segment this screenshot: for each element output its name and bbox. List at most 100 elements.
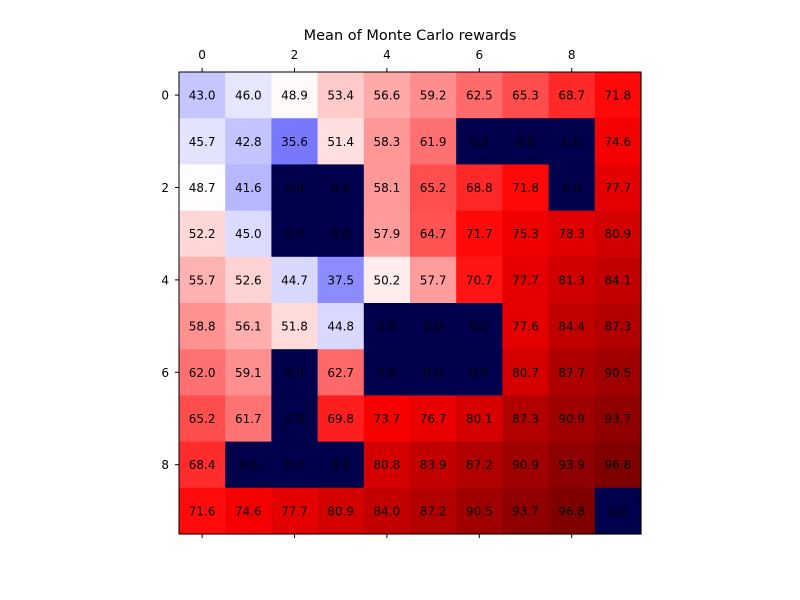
heatmap-cell <box>502 441 550 489</box>
cell-value-label: 0.0 <box>331 227 350 241</box>
heatmap-cell <box>317 210 365 258</box>
cell-value-label: 78.3 <box>558 227 585 241</box>
cell-value-label: 96.8 <box>558 504 585 518</box>
cell-value-label: 80.8 <box>374 458 401 472</box>
heatmap-cell <box>271 164 319 212</box>
heatmap-cell <box>456 303 503 350</box>
heatmap-cell <box>363 256 411 304</box>
heatmap-cell <box>594 303 642 350</box>
heatmap-cell <box>179 395 226 443</box>
cell-value-label: 68.8 <box>466 181 493 195</box>
cell-value-label: 44.7 <box>281 273 308 287</box>
heatmap-cell <box>456 487 503 535</box>
heatmap-cell <box>410 487 457 535</box>
cell-value-label: 0.0 <box>377 366 396 380</box>
cell-value-label: 84.1 <box>605 273 632 287</box>
cell-value-label: 90.5 <box>605 366 632 380</box>
heatmap-cell <box>594 349 642 396</box>
cell-value-label: 93.7 <box>512 504 539 518</box>
cell-value-label: 87.3 <box>605 320 632 334</box>
cell-value-label: 0.0 <box>470 135 489 149</box>
cell-value-label: 55.7 <box>189 273 216 287</box>
cell-value-label: 75.3 <box>512 227 539 241</box>
heatmap-cell <box>179 164 226 212</box>
heatmap-cell <box>225 395 272 443</box>
heatmap-cell <box>456 395 503 443</box>
cell-value-label: 90.5 <box>466 504 493 518</box>
cell-value-label: 83.9 <box>420 458 447 472</box>
heatmap-cell <box>271 303 319 350</box>
heatmap-cell <box>594 210 642 258</box>
heatmap-cell <box>317 164 365 212</box>
heatmap-cell <box>548 164 596 212</box>
cell-value-label: 52.6 <box>235 273 262 287</box>
heatmap-cell <box>179 303 226 350</box>
heatmap-cell <box>271 118 319 165</box>
heatmap-cell <box>410 303 457 350</box>
heatmap-cell <box>225 72 272 119</box>
cell-value-label: 77.7 <box>512 273 539 287</box>
cell-value-label: 45.7 <box>189 135 216 149</box>
cell-value-label: 61.9 <box>420 135 447 149</box>
cell-value-label: 35.6 <box>281 135 308 149</box>
heatmap-cell <box>502 210 550 258</box>
heatmap-cell <box>410 395 457 443</box>
heatmap-cell <box>317 395 365 443</box>
cell-value-label: 87.7 <box>558 366 585 380</box>
heatmap-cell <box>548 72 596 119</box>
cell-value-label: 87.3 <box>512 412 539 426</box>
cell-value-label: 44.8 <box>327 320 354 334</box>
cell-value-label: 0.0 <box>470 320 489 334</box>
heatmap-cell <box>363 487 411 535</box>
heatmap-cell <box>548 118 596 165</box>
cell-value-label: 0.0 <box>562 135 581 149</box>
heatmap-cell <box>456 72 503 119</box>
cell-value-label: 0.0 <box>285 366 304 380</box>
heatmap-cell <box>317 256 365 304</box>
heatmap-cell <box>410 210 457 258</box>
cell-value-label: 93.9 <box>558 458 585 472</box>
heatmap-cell <box>363 210 411 258</box>
cell-value-label: 68.4 <box>189 458 216 472</box>
heatmap-cell <box>363 164 411 212</box>
heatmap-cell <box>317 487 365 535</box>
heatmap-cell <box>548 487 596 535</box>
heatmap-cell <box>456 256 503 304</box>
x-tick-label: 6 <box>475 48 483 62</box>
cell-value-label: 53.4 <box>327 89 354 103</box>
heatmap-cell <box>363 395 411 443</box>
cell-value-label: 80.9 <box>605 227 632 241</box>
heatmap-cell <box>594 256 642 304</box>
cell-value-label: 84.4 <box>558 320 585 334</box>
cell-value-label: 0.0 <box>285 458 304 472</box>
cell-value-label: 62.5 <box>466 89 493 103</box>
cell-value-label: 0.0 <box>331 458 350 472</box>
cell-value-label: 71.8 <box>512 181 539 195</box>
heatmap-cell <box>594 441 642 489</box>
heatmap-cell <box>594 118 642 165</box>
cell-value-label: 80.1 <box>466 412 493 426</box>
cell-value-label: 0.0 <box>608 504 627 518</box>
cell-value-label: 57.9 <box>374 227 401 241</box>
cell-value-label: 74.6 <box>235 504 262 518</box>
heatmap-cell <box>317 118 365 165</box>
heatmap-cell <box>271 349 319 396</box>
heatmap-cell <box>363 303 411 350</box>
heatmap-cell <box>502 256 550 304</box>
heatmap-cell <box>410 72 457 119</box>
cell-value-label: 65.2 <box>420 181 447 195</box>
cell-value-label: 71.8 <box>605 89 632 103</box>
cell-value-label: 90.9 <box>558 412 585 426</box>
heatmap-cell <box>363 441 411 489</box>
heatmap-cell <box>271 395 319 443</box>
cell-value-label: 0.0 <box>470 366 489 380</box>
cell-value-label: 77.6 <box>512 320 539 334</box>
heatmap-cell <box>179 487 226 535</box>
heatmap-cell <box>225 256 272 304</box>
heatmap-cell <box>363 349 411 396</box>
cell-value-label: 58.3 <box>374 135 401 149</box>
heatmap-cell <box>594 395 642 443</box>
heatmap-cell <box>363 118 411 165</box>
cell-value-label: 43.0 <box>189 89 216 103</box>
